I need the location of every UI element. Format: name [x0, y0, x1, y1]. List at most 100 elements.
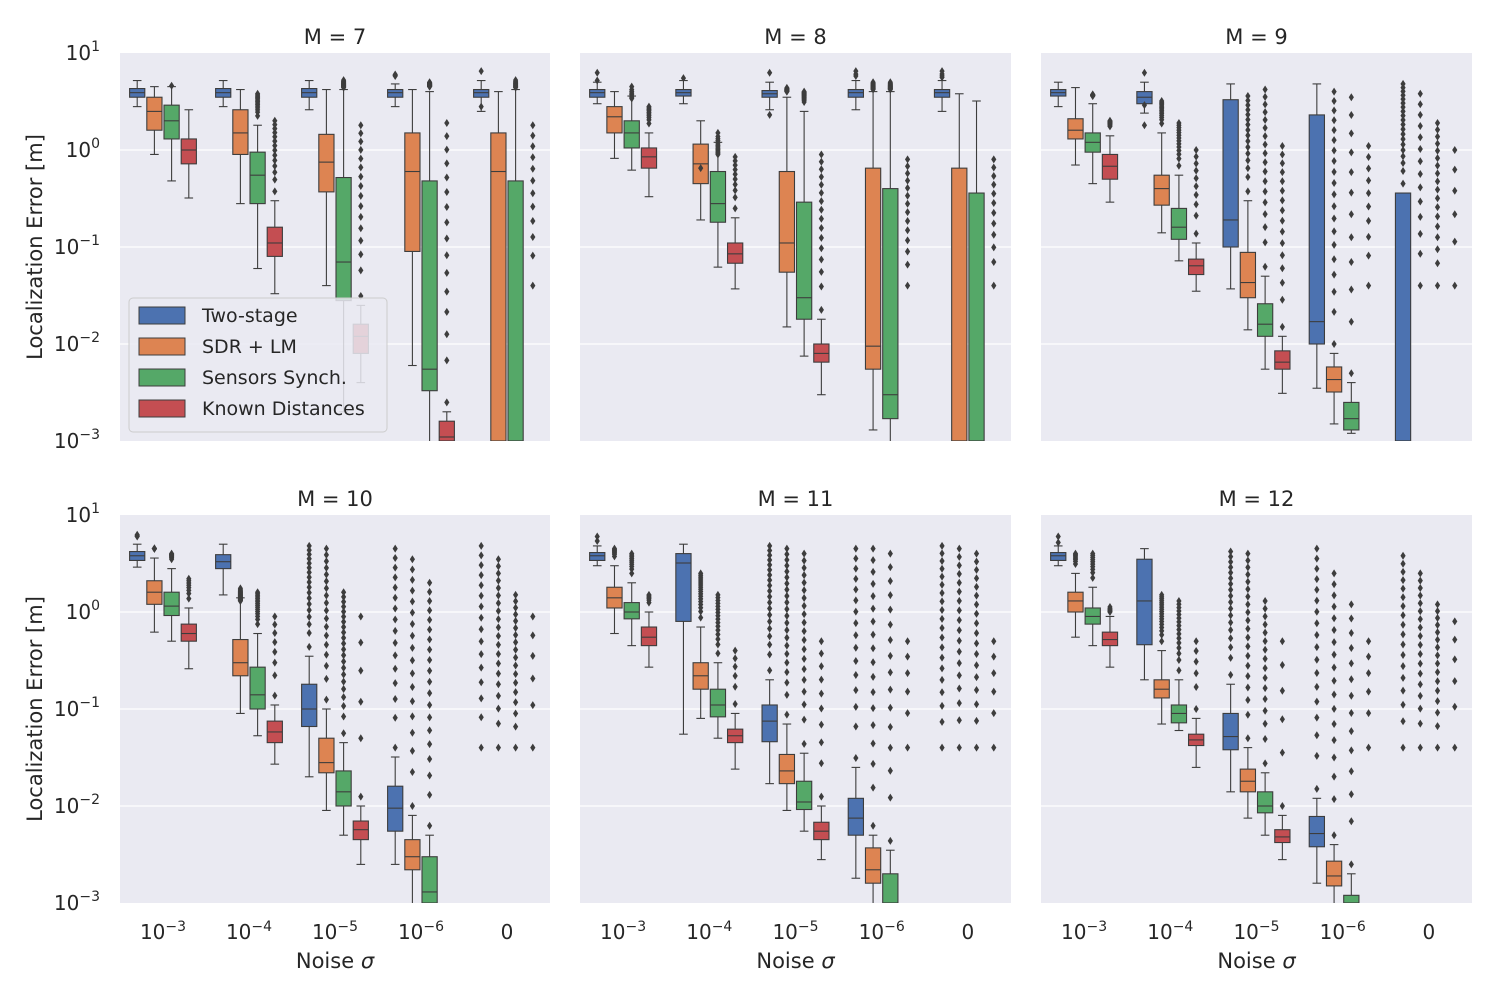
- flier-point: [853, 71, 859, 80]
- flier-point: [1400, 152, 1406, 161]
- flier-point: [306, 583, 312, 592]
- tick-base: 0: [962, 920, 975, 944]
- flier-point: [341, 633, 347, 642]
- flier-point: [1245, 173, 1251, 182]
- panel-title-text: M = 10: [297, 487, 373, 511]
- flier-point: [323, 606, 329, 615]
- flier-point: [1434, 203, 1441, 212]
- flier-point: [1331, 126, 1337, 135]
- plot-area: [589, 532, 997, 903]
- flier-point: [306, 620, 312, 629]
- box-body: [847, 797, 865, 836]
- flier-point: [1245, 115, 1251, 124]
- flier-point: [818, 244, 824, 253]
- box-sensors-synch-4: [1343, 93, 1360, 434]
- flier-point: [323, 557, 329, 566]
- flier-point: [1400, 130, 1406, 139]
- flier-point: [495, 555, 501, 564]
- flier-point: [1417, 691, 1423, 700]
- tick-exponent: −3: [1087, 919, 1108, 935]
- flier-point: [939, 743, 945, 752]
- flier-point: [939, 580, 945, 589]
- flier-point: [1434, 607, 1441, 616]
- flier-point: [427, 790, 433, 799]
- flier-point: [495, 631, 501, 640]
- flier-point: [1331, 602, 1337, 611]
- flier-point: [1331, 753, 1337, 762]
- tick-base: 10: [66, 503, 91, 527]
- flier-point: [358, 129, 364, 138]
- flier-point: [732, 700, 738, 709]
- flier-point: [939, 633, 945, 642]
- flier-point: [818, 157, 824, 166]
- flier-point: [1228, 591, 1234, 600]
- flier-point: [1314, 630, 1320, 639]
- flier-point: [1228, 626, 1234, 635]
- flier-point: [495, 599, 501, 608]
- flier-point: [801, 578, 807, 587]
- flier-point: [1365, 202, 1372, 211]
- flier-point: [1331, 157, 1337, 166]
- flier-point: [409, 656, 415, 665]
- flier-point: [1245, 651, 1251, 660]
- flier-point: [392, 713, 398, 722]
- flier-point: [887, 668, 893, 677]
- flier-point: [1331, 227, 1337, 236]
- tick-base: 10: [66, 41, 91, 65]
- flier-point: [870, 783, 876, 792]
- flier-point: [818, 188, 824, 197]
- flier-point: [392, 544, 398, 553]
- box-body: [864, 167, 882, 370]
- flier-point: [341, 729, 347, 738]
- flier-point: [991, 743, 997, 752]
- flier-point: [358, 638, 364, 647]
- flier-point: [1245, 137, 1251, 146]
- box-sensors-synch-2: [249, 89, 266, 270]
- flier-point: [887, 576, 893, 585]
- flier-point: [272, 671, 278, 680]
- flier-point: [1348, 727, 1354, 736]
- box-known-distances-2: [266, 612, 283, 765]
- x-tick-label: 10−4: [1147, 919, 1193, 944]
- flier-point: [973, 700, 980, 709]
- flier-point: [732, 662, 738, 671]
- flier-point: [1279, 264, 1285, 273]
- flier-point: [306, 568, 312, 577]
- flier-point: [956, 552, 962, 561]
- flier-point: [1245, 92, 1251, 101]
- flier-point: [784, 649, 790, 658]
- flier-point: [1262, 210, 1268, 219]
- box-two-stage-5: [478, 541, 484, 752]
- flier-point: [409, 608, 415, 617]
- tick-exponent: 0: [91, 136, 100, 152]
- flier-point: [1262, 628, 1268, 637]
- flier-point: [1279, 206, 1285, 215]
- box-body: [318, 133, 335, 193]
- tick-exponent: 1: [91, 501, 100, 517]
- box-body: [847, 88, 865, 98]
- flier-point: [732, 204, 738, 213]
- flier-point: [530, 743, 536, 752]
- flier-point: [1141, 101, 1148, 110]
- flier-point: [973, 600, 980, 609]
- flier-point: [801, 601, 807, 610]
- box-sdr-lm-1: [606, 91, 623, 159]
- box-body: [795, 201, 813, 320]
- flier-point: [530, 232, 536, 241]
- flier-point: [392, 71, 398, 80]
- flier-point: [272, 187, 278, 196]
- box-sdr-lm-5: [951, 93, 968, 441]
- flier-point: [887, 743, 893, 752]
- flier-point: [1314, 643, 1320, 652]
- flier-point: [358, 266, 364, 275]
- flier-point: [904, 216, 911, 225]
- flier-point: [1400, 103, 1406, 112]
- x-tick-label: 10−6: [398, 919, 444, 944]
- flier-point: [1434, 118, 1441, 127]
- flier-point: [1400, 593, 1406, 602]
- flier-point: [1176, 596, 1182, 605]
- flier-point: [1365, 687, 1372, 696]
- box-two-stage-1: [589, 68, 606, 105]
- box-sdr-lm-3: [1239, 549, 1257, 819]
- flier-point: [801, 627, 807, 636]
